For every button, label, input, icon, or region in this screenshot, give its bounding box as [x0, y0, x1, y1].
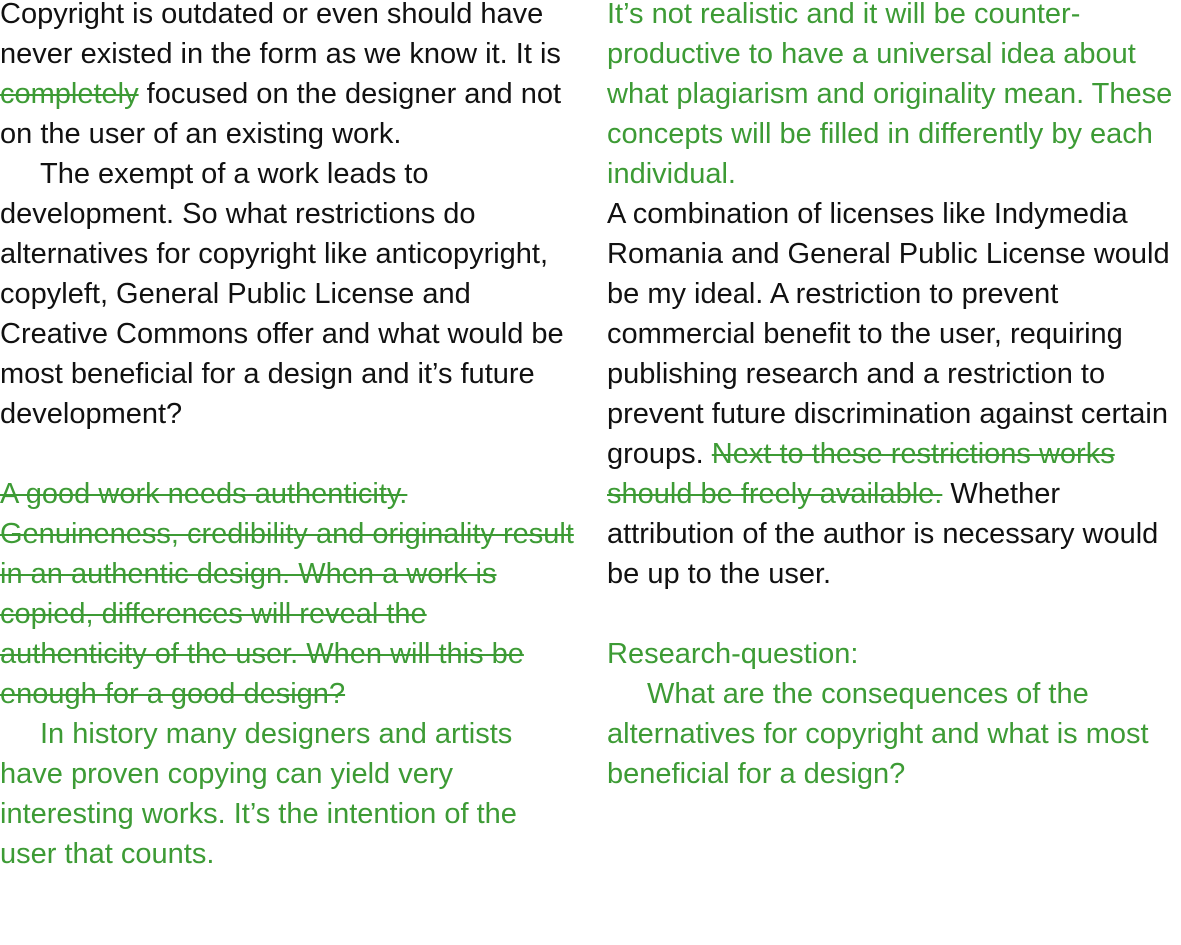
research-question-label: Research-question: — [607, 638, 859, 670]
struck-sentence-freely-available: Next to these restrictions works should … — [607, 438, 1115, 510]
struck-word-completely: completely — [0, 78, 139, 110]
text-segment: Whether attribution of the author is nec… — [607, 478, 1159, 590]
right-column: It’s not realistic and it will be counte… — [607, 0, 1181, 794]
paragraph-gap — [0, 434, 580, 474]
paragraph-not-realistic: It’s not realistic and it will be counte… — [607, 0, 1173, 190]
paragraph-copyright-outdated: Copyright is outdated or even should hav… — [0, 0, 580, 154]
paragraph-combination-licenses: A combination of licenses like Indymedia… — [607, 194, 1181, 594]
text-segment: focused on the designer and not on the u… — [0, 78, 562, 150]
paragraph-exempt-work: The exempt of a work leads to developmen… — [0, 158, 564, 430]
left-column: Copyright is outdated or even should hav… — [0, 0, 580, 874]
paragraph-history-copying: In history many designers and artists ha… — [0, 718, 517, 870]
text-segment: A combination of licenses like Indymedia… — [607, 198, 1170, 470]
paragraph-gap — [607, 594, 1181, 634]
struck-paragraph-authenticity: A good work needs authenticity. Genuinen… — [0, 478, 574, 710]
research-question-text: What are the consequences of the alterna… — [607, 678, 1149, 790]
text-segment: Copyright is outdated or even should hav… — [0, 0, 561, 70]
